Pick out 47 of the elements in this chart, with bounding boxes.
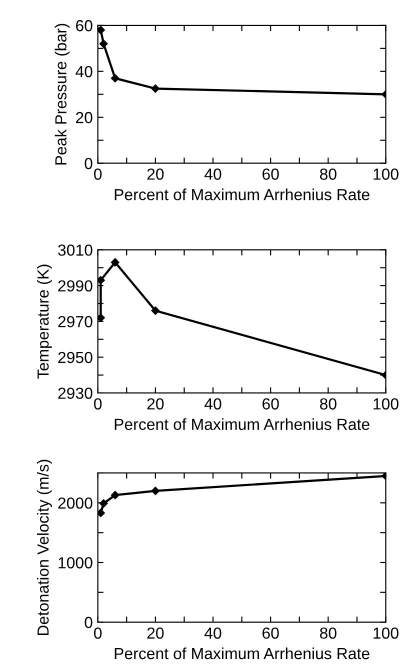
point [110, 490, 120, 500]
x-tick-label: 0 [94, 168, 102, 180]
y-tick-label: 2000 [58, 497, 92, 509]
x-tick-label: 80 [320, 627, 336, 639]
y-tick-label: 2990 [58, 280, 92, 292]
x-tick-label: 80 [320, 398, 336, 410]
point [151, 306, 160, 315]
point [98, 508, 105, 518]
y-axis-title: Temperature (K) [37, 264, 52, 379]
x-tick-label: 40 [204, 168, 222, 180]
x-tick-label: 80 [320, 168, 336, 180]
x-tick-label: 100 [374, 398, 398, 410]
point [98, 314, 105, 322]
y-axis-title: Detonation Velocity (m/s) [37, 460, 52, 636]
point [151, 84, 160, 93]
y-tick-label: 3010 [58, 244, 92, 256]
x-tick-label: 20 [147, 168, 164, 180]
x-tick-label: 20 [147, 398, 164, 410]
x-tick-label: 20 [147, 627, 164, 639]
y-tick-label: 2970 [58, 316, 92, 328]
y-tick-label: 2950 [58, 352, 92, 364]
x-tick-label: 40 [204, 627, 222, 639]
point [110, 258, 120, 266]
x-tick-label: 60 [262, 168, 279, 180]
y-tick-label: 1000 [58, 557, 92, 568]
point [99, 499, 108, 508]
point [151, 486, 160, 496]
y-tick-label: 0 [84, 158, 92, 170]
x-axis-title: Percent of Maximum Arrhenius Rate [114, 647, 370, 660]
point [99, 40, 108, 48]
y-tick-label: 60 [76, 20, 92, 32]
y-tick-label: 40 [76, 66, 92, 78]
x-tick-label: 40 [204, 398, 222, 410]
point [98, 276, 105, 284]
x-tick-label: 100 [374, 627, 398, 639]
x-tick-label: 0 [94, 398, 102, 410]
y-tick-label: 20 [76, 112, 92, 124]
y-tick-label: 0 [84, 616, 92, 628]
x-axis-title: Percent of Maximum Arrhenius Rate [114, 188, 370, 200]
x-tick-label: 100 [374, 168, 398, 180]
y-tick-label: 2930 [58, 388, 92, 399]
y-axis-title: Peak Pressure (bar) [54, 24, 70, 164]
x-tick-label: 0 [94, 627, 102, 639]
x-axis-title: Percent of Maximum Arrhenius Rate [114, 418, 370, 430]
point [110, 74, 120, 82]
x-tick-label: 60 [262, 398, 279, 410]
x-tick-label: 60 [262, 627, 279, 639]
